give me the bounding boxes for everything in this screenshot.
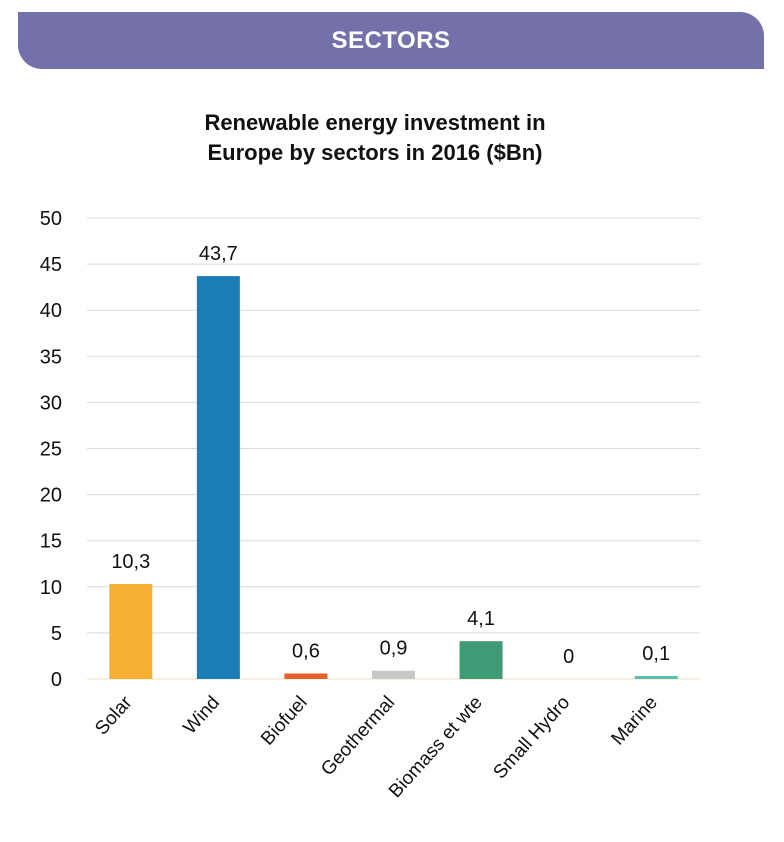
category-label: Biofuel: [257, 692, 311, 749]
y-tick-label: 0: [51, 669, 62, 691]
banner-title: SECTORS: [331, 26, 451, 54]
y-tick-label: 45: [40, 254, 62, 276]
data-label: 0: [563, 646, 574, 668]
y-tick-label: 20: [40, 485, 62, 507]
category-label: Small Hydro: [490, 692, 575, 783]
y-tick-label: 40: [40, 300, 62, 322]
category-label: Geothermal: [317, 692, 399, 780]
category-label: Marine: [607, 692, 661, 749]
y-tick-label: 35: [40, 346, 62, 368]
data-label: 0,1: [642, 643, 670, 665]
bar-biofuel: [284, 673, 328, 679]
bar-solar: [109, 584, 153, 679]
bar-marine: [634, 676, 678, 679]
data-labels: 10,3 43,7 0,6 0,9 4,1 0 0,1: [111, 243, 670, 668]
data-label: 0,6: [292, 640, 320, 662]
data-label: 0,9: [380, 638, 408, 660]
data-label: 4,1: [467, 608, 495, 630]
y-axis-ticks: 0 5 10 15 20 25 30 35 40 45 50: [40, 208, 62, 691]
data-label: 10,3: [111, 551, 150, 573]
section-banner: SECTORS: [18, 12, 764, 69]
bars: [109, 276, 678, 679]
category-label: Wind: [179, 692, 224, 738]
y-tick-label: 30: [40, 392, 62, 414]
category-label: Solar: [91, 692, 137, 740]
chart-title-line-1: Renewable energy investment in: [204, 110, 546, 135]
y-tick-label: 15: [40, 531, 62, 553]
chart-title-line-2: Europe by sectors in 2016 ($Bn): [207, 140, 543, 165]
grid-lines: [87, 217, 700, 680]
y-tick-label: 25: [40, 439, 62, 461]
y-tick-label: 5: [51, 623, 62, 645]
bar-geothermal: [372, 670, 415, 679]
data-label: 43,7: [199, 243, 238, 265]
bar-wind: [196, 276, 240, 679]
y-tick-label: 50: [40, 208, 62, 230]
y-tick-label: 10: [40, 577, 62, 599]
category-label: Biomass et wte: [385, 692, 487, 802]
chart-title: Renewable energy investment in Europe by…: [0, 108, 750, 168]
bar-biomass-et-wte: [459, 641, 503, 679]
